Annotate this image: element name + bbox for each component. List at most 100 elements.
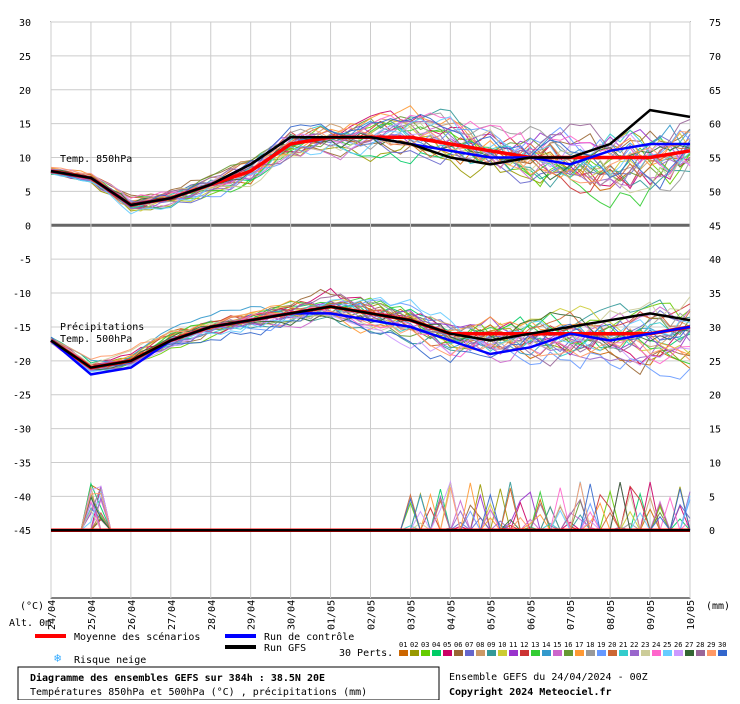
x-tick-label: 28/04 — [207, 600, 218, 630]
member-legend-swatch — [443, 650, 452, 656]
member-legend: 01 02 03 04 05 06 07 08 09 10 11 12 13 14 15 16 17 18 19 20… — [399, 641, 727, 656]
member-legend-label: 21 — [619, 641, 627, 649]
y-right-tick-label: 10 — [709, 458, 721, 469]
member-line-t850 — [50, 112, 691, 199]
member-legend-swatch — [630, 650, 639, 656]
y-right-tick-label: 40 — [709, 255, 721, 266]
member-legend-swatch — [542, 650, 551, 656]
member-legend-swatch — [509, 650, 518, 656]
member-legend-label: 27 — [685, 641, 693, 649]
x-tick-label: 27/04 — [167, 600, 178, 630]
y-left-tick-label: -25 — [13, 391, 31, 402]
y-right-tick-label: 45 — [709, 221, 721, 232]
main-series — [50, 108, 691, 532]
x-tick-label: 29/04 — [247, 600, 258, 630]
y-right-tick-label: 30 — [709, 323, 721, 334]
x-tick-label: 08/05 — [606, 600, 617, 630]
member-legend-swatch — [674, 650, 683, 656]
y-left-tick-label: 20 — [19, 86, 31, 97]
member-legend-label: 01 — [399, 641, 407, 649]
member-line-t850 — [50, 128, 691, 197]
member-legend-swatch — [652, 650, 661, 656]
legend: Moyenne des scénarios Run de contrôle Ru… — [35, 631, 727, 666]
member-legend-swatch — [608, 650, 617, 656]
y-left-tick-label: -20 — [13, 357, 31, 368]
member-line-t500 — [50, 311, 691, 370]
member-legend-label: 07 — [465, 641, 473, 649]
legend-snow-label: Risque neige — [74, 655, 146, 666]
series-line-t500 — [50, 312, 691, 376]
legend-mean-label: Moyenne des scénarios — [74, 631, 200, 643]
member-legend-label: 25 — [663, 641, 671, 649]
unit-left: (°C) — [20, 601, 44, 612]
y-left-tick-label: -5 — [19, 255, 31, 266]
member-legend-label: 29 — [707, 641, 715, 649]
member-legend-swatch — [707, 650, 716, 656]
chart-subtitle: Températures 850hPa et 500hPa (°C) , pré… — [30, 686, 367, 698]
x-tick-label: 02/05 — [367, 600, 378, 630]
y-right-tick-label: 60 — [709, 120, 721, 131]
x-tick-label: 09/05 — [646, 600, 657, 630]
unit-right: (mm) — [706, 601, 730, 612]
member-legend-label: 10 — [498, 641, 506, 649]
member-legend-label: 03 — [421, 641, 429, 649]
member-legend-label: 23 — [641, 641, 649, 649]
member-legend-label: 12 — [520, 641, 528, 649]
x-tick-label: 24/04 — [47, 600, 58, 630]
y-left-tick-label: 15 — [19, 120, 31, 131]
member-legend-label: 26 — [674, 641, 682, 649]
x-tick-label: 30/04 — [287, 600, 298, 630]
x-tick-label: 25/04 — [87, 600, 98, 630]
member-legend-label: 04 — [432, 641, 440, 649]
legend-perts-label: 30 Perts. — [339, 648, 393, 659]
member-legend-swatch — [487, 650, 496, 656]
y-left-tick-label: 5 — [25, 187, 31, 198]
member-line-t500 — [50, 308, 691, 361]
member-line-t850 — [50, 122, 691, 208]
member-legend-swatch — [531, 650, 540, 656]
x-tick-label: 26/04 — [127, 600, 138, 630]
y-left-tick-label: 30 — [19, 18, 31, 29]
member-legend-label: 06 — [454, 641, 462, 649]
member-legend-swatch — [454, 650, 463, 656]
alt-label: Alt. 0m — [9, 618, 51, 629]
legend-gfs-label: Run GFS — [264, 643, 306, 654]
member-legend-label: 16 — [564, 641, 572, 649]
y-right-tick-label: 65 — [709, 86, 721, 97]
member-legend-swatch — [465, 650, 474, 656]
member-legend-swatch — [685, 650, 694, 656]
member-legend-label: 20 — [608, 641, 616, 649]
y-right-tick-label: 50 — [709, 187, 721, 198]
member-legend-swatch — [410, 650, 419, 656]
y-right-tick-label: 15 — [709, 425, 721, 436]
x-tick-label: 06/05 — [526, 600, 537, 630]
panel-label-t500: Temp. 500hPa — [60, 334, 132, 345]
member-legend-swatch — [718, 650, 727, 656]
series-line-t850 — [50, 108, 691, 207]
legend-control-label: Run de contrôle — [264, 631, 354, 643]
chart-title: Diagramme des ensembles GEFS sur 384h : … — [30, 672, 325, 684]
member-legend-swatch — [641, 650, 650, 656]
y-left-tick-label: -10 — [13, 289, 31, 300]
member-legend-swatch — [432, 650, 441, 656]
member-legend-label: 08 — [476, 641, 484, 649]
x-tick-label: 04/05 — [446, 600, 457, 630]
member-legend-swatch — [564, 650, 573, 656]
member-line-t850 — [50, 127, 691, 206]
member-legend-swatch — [586, 650, 595, 656]
member-line-t850 — [50, 126, 691, 199]
y-left-tick-label: -40 — [13, 492, 31, 503]
x-tick-label: 01/05 — [327, 600, 338, 630]
series-line-t500 — [50, 305, 691, 369]
member-legend-label: 17 — [575, 641, 583, 649]
member-legend-label: 19 — [597, 641, 605, 649]
member-legend-label: 28 — [696, 641, 704, 649]
y-left-tick-label: -30 — [13, 425, 31, 436]
member-legend-label: 09 — [487, 641, 495, 649]
member-legend-label: 13 — [531, 641, 539, 649]
y-left-tick-label: 10 — [19, 154, 31, 165]
member-legend-label: 14 — [542, 641, 550, 649]
